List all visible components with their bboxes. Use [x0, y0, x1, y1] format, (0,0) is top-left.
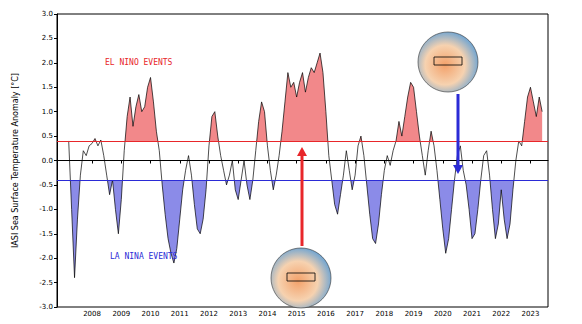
svg-text:2013: 2013 [229, 310, 247, 318]
svg-text:2012: 2012 [200, 310, 218, 318]
svg-text:2020: 2020 [434, 310, 452, 318]
svg-text:2009: 2009 [112, 310, 130, 318]
svg-text:2022: 2022 [492, 310, 510, 318]
svg-text:IASI Sea Surface Temperature A: IASI Sea Surface Temperature Anomaly [°C… [11, 73, 20, 248]
svg-text:2011: 2011 [171, 310, 189, 318]
svg-text:EL NINO EVENTS: EL NINO EVENTS [105, 58, 173, 67]
svg-text:-1.0: -1.0 [39, 205, 53, 213]
svg-text:-1.5: -1.5 [39, 230, 53, 238]
svg-text:-2.0: -2.0 [39, 254, 53, 262]
svg-text:0.0: 0.0 [42, 157, 53, 165]
svg-text:2018: 2018 [375, 310, 393, 318]
svg-text:2008: 2008 [83, 310, 101, 318]
svg-text:1.0: 1.0 [42, 108, 53, 116]
svg-text:0.5: 0.5 [42, 132, 53, 140]
svg-text:2017: 2017 [346, 310, 364, 318]
svg-text:2021: 2021 [463, 310, 481, 318]
svg-text:2010: 2010 [142, 310, 160, 318]
svg-text:LA NINA EVENTS: LA NINA EVENTS [110, 252, 178, 261]
svg-text:2015: 2015 [288, 310, 306, 318]
svg-text:2019: 2019 [405, 310, 423, 318]
svg-text:2016: 2016 [317, 310, 335, 318]
svg-text:-3.0: -3.0 [39, 303, 53, 311]
svg-text:-2.5: -2.5 [39, 279, 53, 287]
svg-text:3.0: 3.0 [42, 10, 53, 18]
svg-text:2.0: 2.0 [42, 59, 53, 67]
svg-text:-0.5: -0.5 [39, 181, 53, 189]
svg-text:2.5: 2.5 [42, 34, 53, 42]
svg-text:2014: 2014 [259, 310, 277, 318]
svg-text:2023: 2023 [522, 310, 540, 318]
svg-text:1.5: 1.5 [42, 83, 53, 91]
